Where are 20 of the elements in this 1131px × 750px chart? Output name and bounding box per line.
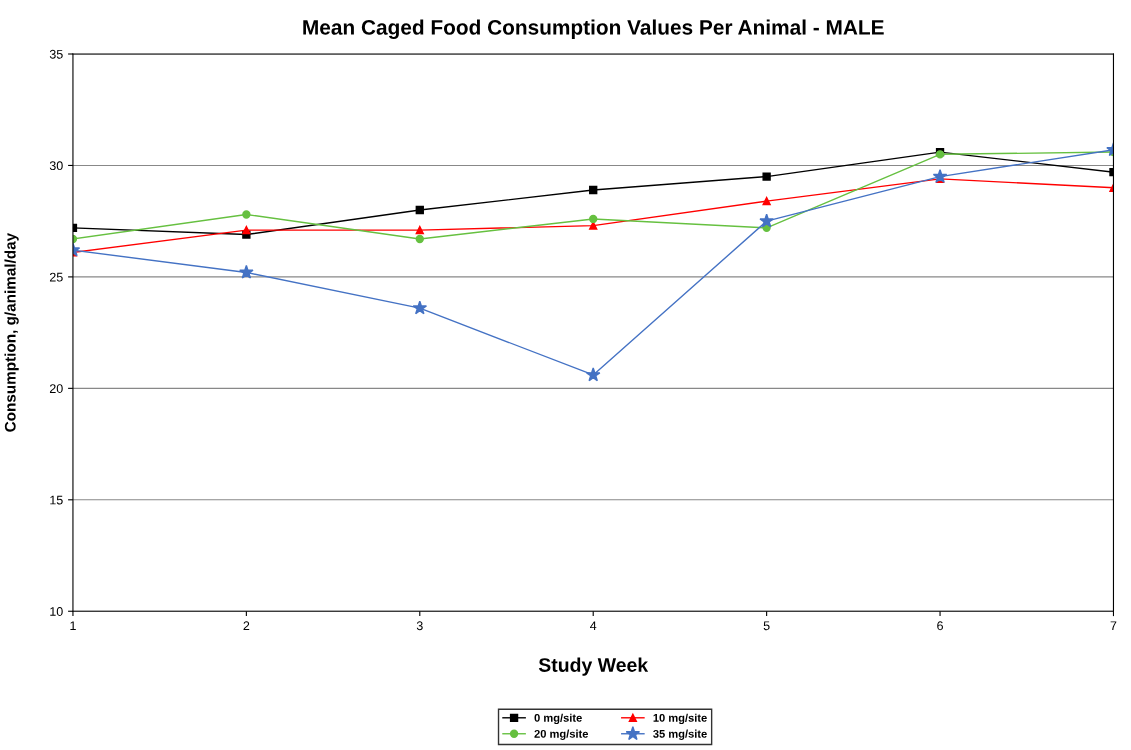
legend-label: 35 mg/site (653, 729, 707, 740)
y-tick-label: 30 (49, 161, 63, 171)
x-tick-label: 4 (590, 621, 597, 631)
y-axis-title: Consumption, g/animal/day (4, 232, 19, 432)
x-tick-label: 7 (1110, 621, 1117, 631)
legend-label: 0 mg/site (534, 713, 582, 725)
legend-label: 20 mg/site (534, 729, 589, 740)
y-tick-label: 10 (50, 607, 63, 616)
x-tick-label: 1 (70, 621, 76, 631)
x-tick-label: 2 (243, 621, 250, 631)
legend-label: 10 mg/site (653, 713, 707, 725)
y-tick-label: 25 (49, 272, 63, 282)
y-tick-label: 15 (50, 495, 63, 505)
x-tick-label: 5 (763, 621, 770, 631)
x-axis-title: Study Week (538, 657, 649, 676)
chart-title: Mean Caged Food Consumption Values Per Animal - MALE (303, 19, 884, 39)
x-tick-label: 6 (937, 621, 943, 631)
x-tick-label: 3 (416, 621, 423, 631)
y-tick-label: 35 (49, 49, 63, 59)
y-tick-label: 20 (49, 384, 63, 393)
